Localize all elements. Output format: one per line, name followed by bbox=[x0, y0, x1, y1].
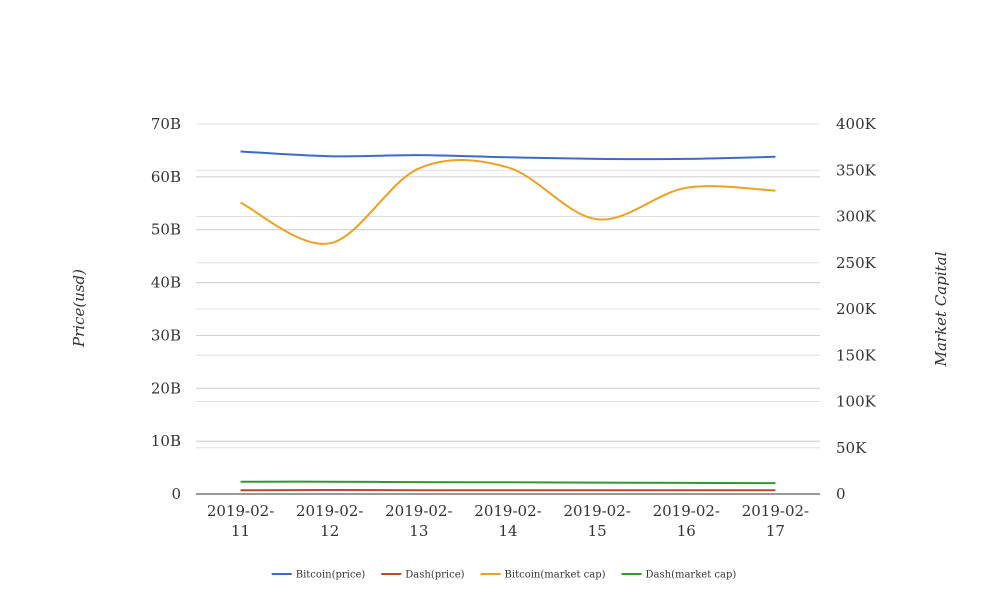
left-tick-label: 10B bbox=[151, 432, 181, 450]
legend-label: Dash(price) bbox=[405, 570, 464, 581]
legend-item: Bitcoin(price) bbox=[271, 570, 366, 581]
left-tick-label: 20B bbox=[151, 379, 181, 397]
right-tick-label: 300K bbox=[836, 208, 877, 226]
legend-item: Dash(price) bbox=[381, 570, 465, 581]
left-tick-label: 30B bbox=[151, 326, 181, 344]
x-tick-label: 2019-02-14 bbox=[474, 502, 541, 540]
x-tick-label: 2019-02-12 bbox=[296, 502, 363, 540]
left-axis-title: Price(usd) bbox=[70, 269, 88, 348]
legend-item: Dash(market cap) bbox=[621, 570, 737, 581]
left-tick-label: 70B bbox=[151, 115, 181, 133]
legend-label: Bitcoin(price) bbox=[296, 570, 366, 581]
legend: Bitcoin(price) Dash(price) Bitcoin(market … bbox=[271, 570, 737, 581]
right-tick-label: 200K bbox=[836, 300, 877, 318]
left-tick-label: 40B bbox=[151, 274, 181, 292]
x-axis-ticks: 2019-02-11 2019-02-12 2019-02-13 2019-02-14… bbox=[207, 502, 809, 540]
right-tick-label: 350K bbox=[836, 161, 877, 179]
right-tick-label: 400K bbox=[836, 115, 877, 133]
right-tick-label: 50K bbox=[836, 439, 867, 457]
legend-label: Dash(market cap) bbox=[646, 570, 737, 581]
right-tick-label: 250K bbox=[836, 254, 877, 272]
x-tick-label: 2019-02-11 bbox=[207, 502, 274, 540]
series-line-dash-market-cap bbox=[240, 480, 776, 485]
x-tick-label: 2019-02-17 bbox=[742, 502, 809, 540]
legend-item: Bitcoin(market cap) bbox=[480, 570, 606, 581]
right-tick-label: 0 bbox=[836, 485, 846, 503]
right-axis-ticks: 0 50K 100K 150K 200K 250K 300K 350K 400K bbox=[836, 115, 877, 503]
left-tick-label: 0 bbox=[171, 485, 181, 503]
legend-label: Bitcoin(market cap) bbox=[505, 570, 606, 581]
x-tick-label: 2019-02-13 bbox=[385, 502, 452, 540]
x-tick-label: 2019-02-16 bbox=[653, 502, 720, 540]
series-line-bitcoin-market-cap bbox=[240, 159, 776, 245]
series-line-bitcoin-price bbox=[240, 150, 776, 161]
grid-lines bbox=[196, 123, 820, 449]
left-axis-ticks: 0 10B 20B 30B 40B 50B 60B 70B bbox=[151, 115, 181, 503]
right-tick-label: 150K bbox=[836, 346, 877, 364]
right-axis-title: Market Capital bbox=[932, 251, 950, 367]
x-tick-label: 2019-02-15 bbox=[563, 502, 630, 540]
right-tick-label: 100K bbox=[836, 393, 877, 411]
left-tick-label: 60B bbox=[151, 168, 181, 186]
series-lines bbox=[240, 150, 776, 492]
left-tick-label: 50B bbox=[151, 221, 181, 239]
